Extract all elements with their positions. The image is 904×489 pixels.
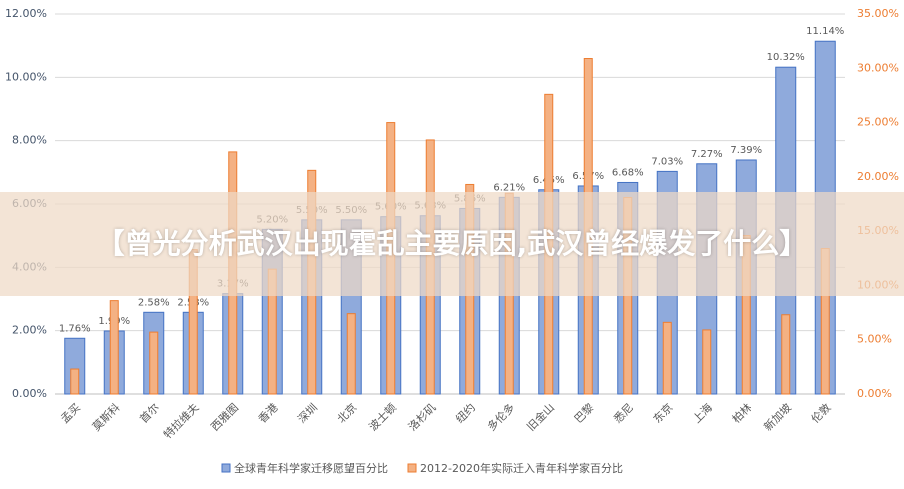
x-tick-label: 悉尼 [611,401,636,426]
legend-swatch [407,463,417,473]
data-label: 6.68% [612,167,644,178]
bar-secondary [662,321,672,395]
y-tick-label: 12.00% [5,7,47,20]
y2-tick-label: 30.00% [857,61,899,74]
y2-tick-label: 5.00% [857,333,892,346]
y-tick-label: 8.00% [12,134,47,147]
x-tick-label: 孟买 [58,401,83,426]
bar-secondary [149,331,159,395]
data-label: 7.27% [691,149,723,160]
data-label: 11.14% [806,26,844,37]
x-tick-label: 首尔 [137,400,162,425]
legend-label: 2012-2020年实际迁入青年科学家百分比 [420,461,623,475]
x-tick-label: 香港 [256,401,281,426]
data-label: 1.76% [59,323,91,334]
data-label: 2.58% [138,297,170,308]
bar-secondary [346,313,356,395]
legend-swatch [221,463,231,473]
x-tick-label: 旧金山 [524,400,557,433]
x-tick-label: 北京 [334,400,359,425]
x-tick-label: 纽约 [453,400,478,425]
data-label: 6.21% [493,182,525,193]
y-tick-label: 0.00% [12,387,47,400]
data-label: 7.03% [651,156,683,167]
y2-tick-label: 0.00% [857,387,892,400]
x-tick-label: 巴黎 [571,400,596,425]
y-tick-label: 2.00% [12,324,47,337]
data-label: 7.39% [730,145,762,156]
y2-tick-label: 20.00% [857,170,899,183]
bar-secondary [109,300,119,395]
x-tick-label: 西雅图 [208,400,241,433]
banner-title: 【曾光分析武汉出现霍乱主要原因,武汉曾经爆发了什么】 [96,227,808,260]
y2-tick-label: 25.00% [857,116,899,129]
data-label: 10.32% [767,52,805,63]
x-tick-label: 洛杉矶 [405,400,438,433]
x-tick-label: 上海 [690,400,715,425]
y-tick-label: 10.00% [5,70,47,83]
banner: 【曾光分析武汉出现霍乱主要原因,武汉曾经爆发了什么】 [0,192,904,296]
x-tick-label: 东京 [650,400,675,425]
x-tick-label: 莫斯科 [89,400,122,433]
y2-tick-label: 35.00% [857,7,899,20]
x-tick-label: 新加坡 [761,400,794,433]
bar-secondary [702,329,712,395]
x-tick-label: 伦敦 [808,400,833,425]
x-tick-label: 深圳 [295,401,320,426]
bar-secondary [70,368,80,395]
x-tick-label: 柏林 [729,400,754,425]
legend-label: 全球青年科学家迁移愿望百分比 [234,461,388,475]
x-tick-label: 特拉维夫 [160,400,201,441]
bar-secondary [781,314,791,395]
x-tick-label: 多伦多 [484,400,517,433]
x-tick-label: 波士顿 [366,400,399,433]
